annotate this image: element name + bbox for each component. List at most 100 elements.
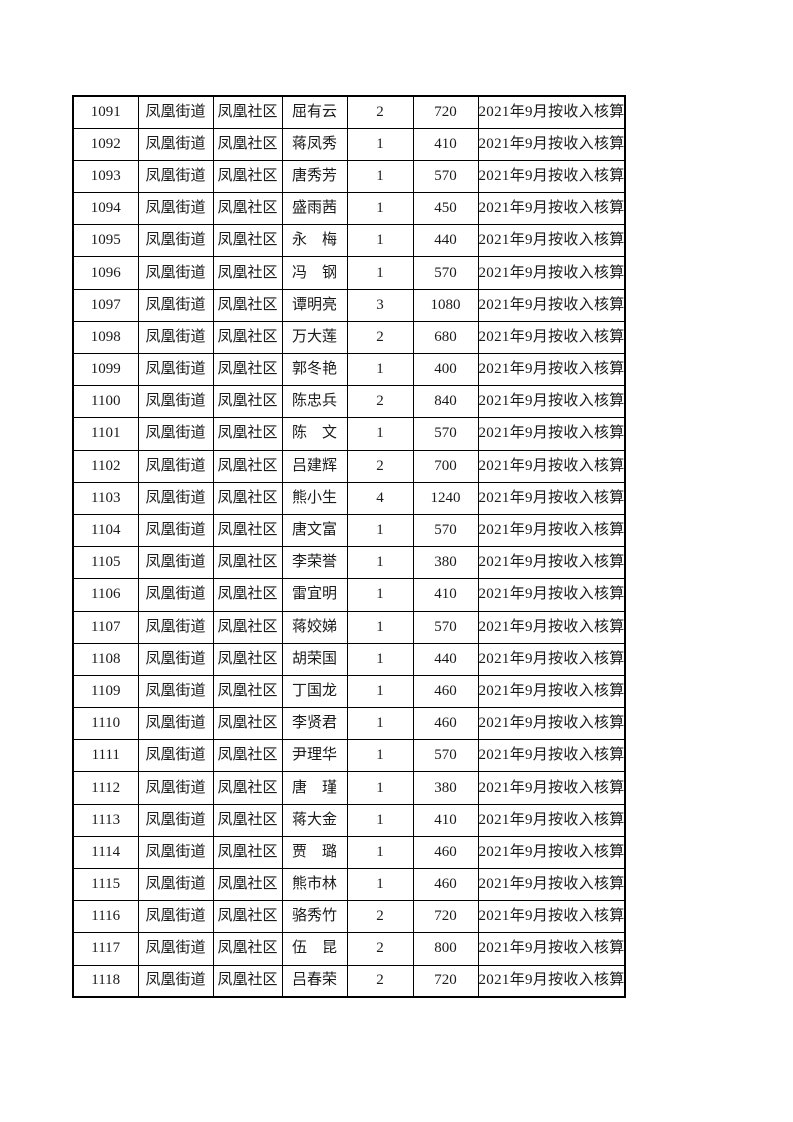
cell-person-count: 1 [346, 417, 414, 451]
cell-street: 凤凰街道 [137, 159, 214, 194]
cell-remark: 2021年9月按收入核算 [477, 481, 626, 515]
cell-street: 凤凰街道 [137, 674, 214, 709]
cell-person-count: 2 [346, 449, 414, 483]
cell-street: 凤凰街道 [137, 964, 214, 998]
cell-remark: 2021年9月按收入核算 [477, 95, 626, 129]
cell-community: 凤凰社区 [212, 900, 283, 934]
income-accounting-table: 1091 凤凰街道 凤凰社区 屈有云 2 720 2021年9月按收入核算 10… [72, 95, 626, 999]
cell-person-name: 蒋姣娣 [281, 610, 348, 644]
cell-person-name: 熊小生 [281, 481, 348, 515]
cell-community: 凤凰社区 [212, 674, 283, 709]
cell-street: 凤凰街道 [137, 867, 214, 902]
cell-amount: 570 [412, 610, 479, 644]
cell-amount: 570 [412, 417, 479, 451]
cell-person-name: 永 梅 [281, 224, 348, 258]
cell-community: 凤凰社区 [212, 481, 283, 515]
cell-amount: 720 [412, 900, 479, 934]
table-body: 1091 凤凰街道 凤凰社区 屈有云 2 720 2021年9月按收入核算 10… [72, 95, 626, 998]
cell-amount: 460 [412, 674, 479, 709]
cell-street: 凤凰街道 [137, 352, 214, 387]
table-row: 1114 凤凰街道 凤凰社区 贾 璐 1 460 2021年9月按收入核算 [72, 835, 626, 870]
cell-person-name: 骆秀竹 [281, 900, 348, 934]
cell-person-name: 蒋大金 [281, 803, 348, 837]
cell-person-count: 1 [346, 803, 414, 837]
cell-serial-number: 1117 [72, 932, 139, 966]
cell-street: 凤凰街道 [137, 192, 214, 226]
table-row: 1118 凤凰街道 凤凰社区 吕春荣 2 720 2021年9月按收入核算 [72, 964, 626, 998]
cell-person-name: 陈忠兵 [281, 385, 348, 419]
cell-street: 凤凰街道 [137, 417, 214, 451]
cell-amount: 460 [412, 707, 479, 741]
cell-amount: 800 [412, 932, 479, 966]
cell-street: 凤凰街道 [137, 932, 214, 966]
cell-remark: 2021年9月按收入核算 [477, 835, 626, 870]
cell-person-name: 伍 昆 [281, 932, 348, 966]
cell-serial-number: 1100 [72, 385, 139, 419]
cell-amount: 680 [412, 320, 479, 355]
cell-person-name: 冯 钢 [281, 256, 348, 290]
cell-street: 凤凰街道 [137, 546, 214, 580]
cell-person-name: 丁国龙 [281, 674, 348, 709]
table-row: 1106 凤凰街道 凤凰社区 雷宜明 1 410 2021年9月按收入核算 [72, 578, 626, 612]
cell-person-count: 2 [346, 95, 414, 129]
cell-amount: 440 [412, 642, 479, 676]
cell-remark: 2021年9月按收入核算 [477, 256, 626, 290]
cell-remark: 2021年9月按收入核算 [477, 224, 626, 258]
cell-street: 凤凰街道 [137, 449, 214, 483]
cell-serial-number: 1098 [72, 320, 139, 355]
cell-community: 凤凰社区 [212, 417, 283, 451]
cell-serial-number: 1104 [72, 513, 139, 548]
cell-remark: 2021年9月按收入核算 [477, 867, 626, 902]
cell-community: 凤凰社区 [212, 932, 283, 966]
cell-person-name: 陈 文 [281, 417, 348, 451]
cell-community: 凤凰社区 [212, 159, 283, 194]
cell-street: 凤凰街道 [137, 610, 214, 644]
cell-serial-number: 1099 [72, 352, 139, 387]
table-row: 1113 凤凰街道 凤凰社区 蒋大金 1 410 2021年9月按收入核算 [72, 803, 626, 837]
cell-person-name: 胡荣国 [281, 642, 348, 676]
cell-amount: 450 [412, 192, 479, 226]
cell-serial-number: 1093 [72, 159, 139, 194]
cell-remark: 2021年9月按收入核算 [477, 674, 626, 709]
cell-community: 凤凰社区 [212, 95, 283, 129]
cell-person-count: 1 [346, 642, 414, 676]
cell-person-count: 1 [346, 224, 414, 258]
cell-community: 凤凰社区 [212, 803, 283, 837]
cell-serial-number: 1092 [72, 127, 139, 161]
cell-street: 凤凰街道 [137, 127, 214, 161]
cell-remark: 2021年9月按收入核算 [477, 707, 626, 741]
cell-serial-number: 1111 [72, 739, 139, 773]
cell-person-count: 1 [346, 159, 414, 194]
cell-serial-number: 1096 [72, 256, 139, 290]
cell-remark: 2021年9月按收入核算 [477, 803, 626, 837]
cell-person-name: 雷宜明 [281, 578, 348, 612]
cell-remark: 2021年9月按收入核算 [477, 417, 626, 451]
table-row: 1103 凤凰街道 凤凰社区 熊小生 4 1240 2021年9月按收入核算 [72, 481, 626, 515]
cell-amount: 460 [412, 867, 479, 902]
cell-person-count: 4 [346, 481, 414, 515]
cell-person-name: 谭明亮 [281, 288, 348, 322]
table-row: 1100 凤凰街道 凤凰社区 陈忠兵 2 840 2021年9月按收入核算 [72, 385, 626, 419]
cell-person-count: 2 [346, 964, 414, 998]
cell-serial-number: 1101 [72, 417, 139, 451]
cell-community: 凤凰社区 [212, 192, 283, 226]
cell-community: 凤凰社区 [212, 835, 283, 870]
cell-street: 凤凰街道 [137, 95, 214, 129]
cell-amount: 400 [412, 352, 479, 387]
cell-serial-number: 1116 [72, 900, 139, 934]
cell-amount: 410 [412, 803, 479, 837]
cell-person-name: 唐秀芳 [281, 159, 348, 194]
cell-serial-number: 1112 [72, 771, 139, 805]
cell-community: 凤凰社区 [212, 224, 283, 258]
cell-street: 凤凰街道 [137, 707, 214, 741]
cell-community: 凤凰社区 [212, 578, 283, 612]
cell-serial-number: 1103 [72, 481, 139, 515]
cell-person-count: 1 [346, 513, 414, 548]
cell-amount: 460 [412, 835, 479, 870]
cell-remark: 2021年9月按收入核算 [477, 127, 626, 161]
cell-person-count: 1 [346, 867, 414, 902]
cell-person-count: 1 [346, 546, 414, 580]
cell-amount: 700 [412, 449, 479, 483]
cell-person-count: 1 [346, 674, 414, 709]
cell-serial-number: 1113 [72, 803, 139, 837]
